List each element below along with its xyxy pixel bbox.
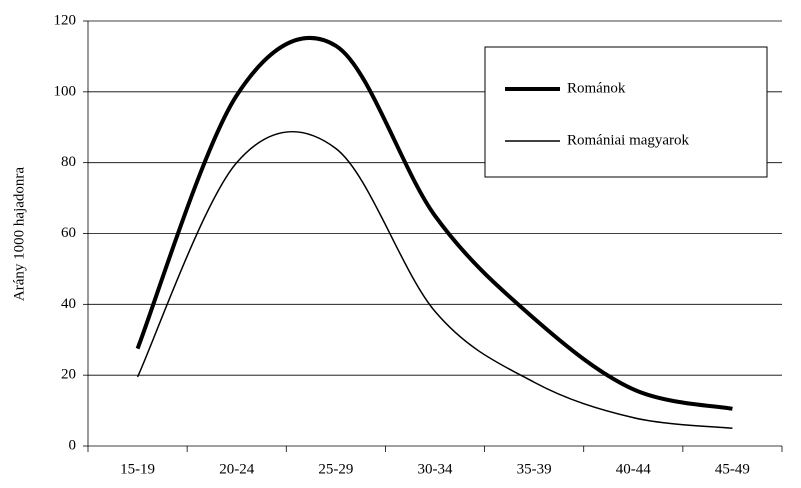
y-tick-label: 20 (61, 367, 76, 383)
legend-label: Románok (567, 80, 626, 96)
legend-label: Romániai magyarok (567, 132, 690, 148)
y-tick-label: 40 (61, 296, 76, 312)
x-tick-label: 25-29 (318, 461, 353, 477)
y-tick-label: 60 (61, 225, 76, 241)
y-axis-label: Arány 1000 hajadonra (11, 167, 27, 301)
x-tick-label: 45-49 (715, 461, 750, 477)
series-line (136, 130, 733, 430)
series-line (135, 35, 733, 411)
x-tick-label: 35-39 (517, 461, 552, 477)
y-tick-label: 0 (69, 437, 77, 453)
x-tick-label: 40-44 (616, 461, 651, 477)
legend-box (484, 46, 768, 178)
x-tick-label: 15-19 (120, 461, 155, 477)
x-tick-label: 30-34 (418, 461, 453, 477)
y-tick-label: 80 (61, 154, 76, 170)
x-tick-label: 20-24 (219, 461, 254, 477)
y-tick-label: 120 (54, 12, 77, 28)
legend: Románok Romániai magyarok (484, 46, 768, 178)
y-tick-label: 100 (54, 83, 77, 99)
